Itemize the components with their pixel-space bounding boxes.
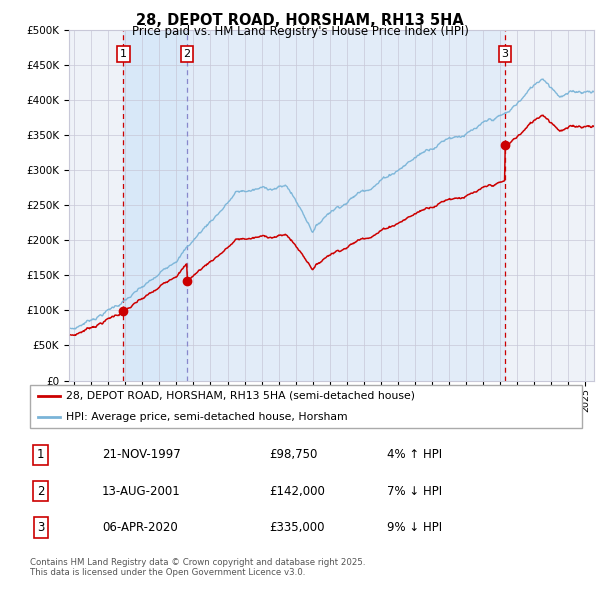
Text: Contains HM Land Registry data © Crown copyright and database right 2025.
This d: Contains HM Land Registry data © Crown c… xyxy=(30,558,365,577)
Text: 28, DEPOT ROAD, HORSHAM, RH13 5HA: 28, DEPOT ROAD, HORSHAM, RH13 5HA xyxy=(136,13,464,28)
Text: 3: 3 xyxy=(502,49,508,59)
Text: 28, DEPOT ROAD, HORSHAM, RH13 5HA (semi-detached house): 28, DEPOT ROAD, HORSHAM, RH13 5HA (semi-… xyxy=(66,391,415,401)
Text: 1: 1 xyxy=(120,49,127,59)
Bar xyxy=(187,30,505,381)
Text: HPI: Average price, semi-detached house, Horsham: HPI: Average price, semi-detached house,… xyxy=(66,412,347,422)
Text: £98,750: £98,750 xyxy=(269,448,318,461)
Text: 4% ↑ HPI: 4% ↑ HPI xyxy=(387,448,442,461)
Text: 21-NOV-1997: 21-NOV-1997 xyxy=(102,448,181,461)
Text: 06-APR-2020: 06-APR-2020 xyxy=(102,521,178,534)
Text: Price paid vs. HM Land Registry's House Price Index (HPI): Price paid vs. HM Land Registry's House … xyxy=(131,25,469,38)
Text: £142,000: £142,000 xyxy=(269,484,325,498)
Text: 2: 2 xyxy=(37,484,44,498)
Text: 1: 1 xyxy=(37,448,44,461)
Bar xyxy=(124,30,187,381)
Text: 2: 2 xyxy=(184,49,191,59)
FancyBboxPatch shape xyxy=(30,385,582,428)
Text: 7% ↓ HPI: 7% ↓ HPI xyxy=(387,484,442,498)
Text: 3: 3 xyxy=(37,521,44,534)
Text: 13-AUG-2001: 13-AUG-2001 xyxy=(102,484,181,498)
Text: £335,000: £335,000 xyxy=(269,521,325,534)
Text: 9% ↓ HPI: 9% ↓ HPI xyxy=(387,521,442,534)
